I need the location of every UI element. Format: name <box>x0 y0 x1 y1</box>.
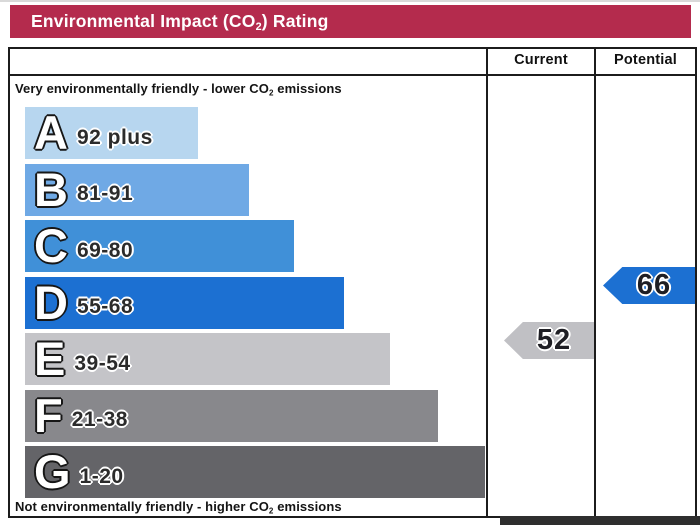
band-letter: G <box>34 445 71 498</box>
bottom-caption-suffix: emissions <box>273 499 342 514</box>
page-title-suffix: ) Rating <box>261 11 329 31</box>
band-range: 92 plus <box>76 125 153 149</box>
page-title-subscript: 2 <box>255 21 262 34</box>
band-C: C 69-80 <box>25 220 294 272</box>
potential-rating-arrow: 66 <box>603 267 695 304</box>
bottom-caption: Not environmentally friendly - higher CO… <box>15 499 342 515</box>
column-header-current: Current <box>514 52 568 68</box>
top-caption-prefix: Very environmentally friendly - lower CO <box>15 81 269 96</box>
band-letter: D <box>34 275 68 329</box>
rating-bands: A 92 plus B 81-91 C 69-80 D 55-68 E 39-54 F 21-38 G 1… <box>25 107 487 503</box>
band-range: 81-91 <box>76 182 134 205</box>
scan-strip-artifact <box>500 516 700 525</box>
rating-table-frame <box>8 47 697 518</box>
band-letter: B <box>34 162 68 216</box>
top-caption-suffix: emissions <box>273 81 342 96</box>
band-D: D 55-68 <box>25 275 344 329</box>
band-letter: C <box>34 219 68 272</box>
band-range: 69-80 <box>76 238 134 262</box>
band-letter: A <box>34 106 68 159</box>
scan-edge-artifact <box>0 0 700 2</box>
band-letter: E <box>34 332 66 385</box>
column-divider-potential <box>594 47 596 518</box>
band-G: G 1-20 <box>25 446 485 498</box>
top-caption-subscript: 2 <box>268 88 274 98</box>
band-range: 55-68 <box>76 295 134 318</box>
page-title-prefix: Environmental Impact (CO <box>31 11 256 31</box>
band-range: 21-38 <box>71 408 128 431</box>
header-underline <box>8 74 697 76</box>
band-A: A 92 plus <box>25 107 198 159</box>
band-B: B 81-91 <box>25 162 249 216</box>
bottom-caption-subscript: 2 <box>268 506 274 516</box>
band-E: E 39-54 <box>25 333 390 385</box>
bottom-caption-prefix: Not environmentally friendly - higher CO <box>15 499 269 514</box>
band-F: F 21-38 <box>25 388 438 442</box>
current-rating-arrow: 52 <box>504 322 594 359</box>
band-range: 1-20 <box>79 464 124 488</box>
band-letter: F <box>34 388 63 442</box>
top-caption: Very environmentally friendly - lower CO… <box>15 81 342 97</box>
current-rating-value: 52 <box>536 324 572 356</box>
column-divider-current <box>486 47 488 518</box>
column-header-potential: Potential <box>613 52 678 68</box>
band-range: 39-54 <box>74 351 131 375</box>
title-bar: Environmental Impact (CO2) Rating <box>10 5 691 38</box>
potential-rating-value: 66 <box>636 269 672 301</box>
